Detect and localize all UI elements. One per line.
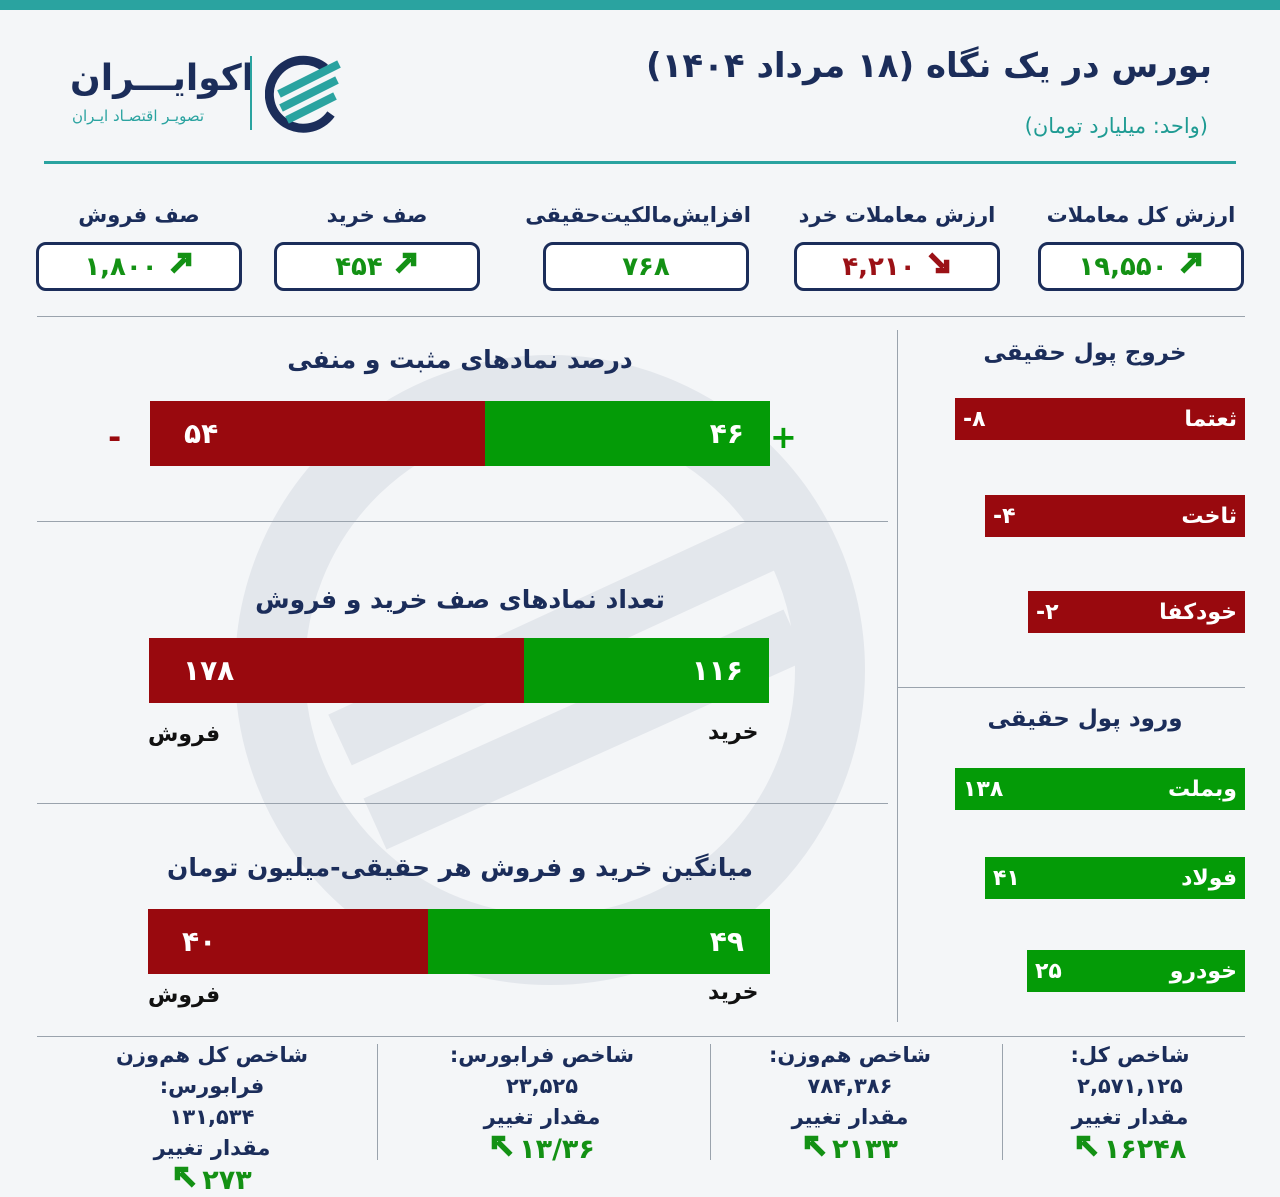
symbol-value: ۴۱ bbox=[993, 865, 1020, 891]
divider bbox=[377, 1044, 378, 1160]
kpi-value: ۷۶۸ bbox=[622, 251, 670, 282]
sell-label: فروش bbox=[148, 722, 221, 747]
positive-segment: ۴۶ bbox=[484, 401, 770, 466]
unit-label: (واحد: میلیارد تومان) bbox=[1024, 114, 1208, 138]
symbol-name: ثعتما bbox=[1184, 406, 1237, 432]
queues-title: تعداد نمادهای صف خرید و فروش bbox=[255, 585, 665, 614]
kpi-label: افزایش‌مالکیت‌حقیقی bbox=[525, 203, 751, 227]
kpi-value: ۴۵۴ bbox=[335, 251, 383, 282]
percent-bar: ۵۴ ۴۶ bbox=[150, 401, 770, 466]
outflow-bar: خودکفا -۲ bbox=[1028, 591, 1245, 633]
inflow-bar: فولاد ۴۱ bbox=[985, 857, 1245, 899]
logo-tagline: تصویـر اقتصـاد ایـران bbox=[72, 107, 205, 125]
kpi-card: ۱۹,۵۵۰ bbox=[1038, 242, 1244, 291]
header-divider bbox=[44, 161, 1236, 164]
symbol-name: فولاد bbox=[1181, 865, 1237, 891]
arrow-up-icon bbox=[172, 1164, 198, 1197]
average-title: میانگین خرید و فروش هر حقیقی-میلیون توما… bbox=[167, 853, 753, 882]
index-change: ۱۶۲۴۸ bbox=[1103, 1134, 1187, 1165]
kpi-card: ۴,۲۱۰ bbox=[794, 242, 1000, 291]
average-bar: ۴۰ ۴۹ bbox=[148, 909, 770, 974]
kpi-label: صف خرید bbox=[326, 203, 428, 227]
divider bbox=[1002, 1044, 1003, 1160]
arrow-up-icon bbox=[1074, 1133, 1100, 1166]
index-name: شاخص هم‌وزن: bbox=[768, 1043, 932, 1067]
kpi-value: ۴,۲۱۰ bbox=[842, 251, 916, 282]
divider bbox=[37, 521, 888, 522]
divider bbox=[897, 330, 898, 1022]
symbol-value: ۲۵ bbox=[1035, 958, 1062, 984]
buy-label: خرید bbox=[708, 980, 759, 1005]
index-name: شاخص کل هم‌وزن فرابورس: bbox=[116, 1043, 308, 1098]
page-title: بورس در یک نگاه (۱۸ مرداد ۱۴۰۴) bbox=[646, 46, 1212, 86]
symbol-name: خودکفا bbox=[1159, 599, 1237, 625]
index-name: شاخص کل: bbox=[1070, 1043, 1190, 1067]
kpi-label: ارزش معاملات خرد bbox=[798, 203, 996, 227]
arrow-up-icon bbox=[1178, 250, 1204, 283]
divider bbox=[898, 687, 1245, 688]
symbol-name: خودرو bbox=[1169, 958, 1237, 984]
sell-average-segment: ۴۰ bbox=[148, 909, 428, 974]
symbol-value: -۸ bbox=[963, 406, 986, 432]
index-value: ۲,۵۷۱,۱۲۵ bbox=[1077, 1074, 1183, 1098]
plus-sign: + bbox=[770, 418, 797, 456]
inflow-title: ورود پول حقیقی bbox=[987, 706, 1183, 732]
symbol-name: وبملت bbox=[1168, 776, 1237, 802]
symbol-value: -۴ bbox=[993, 503, 1016, 529]
change-label: مقدار تغییر bbox=[1071, 1105, 1189, 1129]
symbol-name: ثاخت bbox=[1181, 503, 1237, 529]
outflow-bar: ثعتما -۸ bbox=[955, 398, 1245, 440]
kpi-card: ۴۵۴ bbox=[274, 242, 480, 291]
inflow-bar: وبملت ۱۳۸ bbox=[955, 768, 1245, 810]
index-card: شاخص کل هم‌وزن فرابورس: ۱۳۱,۵۳۴ مقدار تغ… bbox=[62, 1040, 362, 1197]
arrow-down-icon bbox=[926, 250, 952, 283]
logo-divider bbox=[250, 56, 252, 130]
kpi-label: ارزش کل معاملات bbox=[1046, 203, 1236, 227]
change-label: مقدار تغییر bbox=[791, 1105, 909, 1129]
index-value: ۲۳,۵۲۵ bbox=[505, 1074, 579, 1098]
symbol-value: ۱۳۸ bbox=[963, 776, 1004, 802]
ecoiran-logo-icon bbox=[265, 55, 341, 133]
arrow-up-icon bbox=[168, 250, 194, 283]
kpi-card: ۱,۸۰۰ bbox=[36, 242, 242, 291]
index-value: ۱۳۱,۵۳۴ bbox=[169, 1105, 255, 1129]
index-name: شاخص فرابورس: bbox=[449, 1043, 635, 1067]
arrow-up-icon bbox=[802, 1133, 828, 1166]
buy-queue-segment: ۱۱۶ bbox=[524, 638, 769, 703]
outflow-title: خروج پول حقیقی bbox=[983, 340, 1187, 366]
minus-sign: - bbox=[108, 418, 122, 456]
index-card: شاخص کل: ۲,۵۷۱,۱۲۵ مقدار تغییر ۱۶۲۴۸ bbox=[980, 1040, 1280, 1166]
index-change: ۲۷۳ bbox=[202, 1165, 252, 1196]
index-change: ۱۳/۳۶ bbox=[519, 1134, 595, 1165]
top-accent-bar bbox=[0, 0, 1280, 10]
divider bbox=[37, 1036, 1245, 1037]
buy-average-segment: ۴۹ bbox=[427, 909, 770, 974]
arrow-up-icon bbox=[489, 1133, 515, 1166]
symbol-value: -۲ bbox=[1036, 599, 1059, 625]
outflow-bar: ثاخت -۴ bbox=[985, 495, 1245, 537]
kpi-value: ۱,۸۰۰ bbox=[84, 251, 158, 282]
kpi-card: ۷۶۸ bbox=[543, 242, 749, 291]
change-label: مقدار تغییر bbox=[483, 1105, 601, 1129]
kpi-label: صف فروش bbox=[78, 203, 200, 227]
index-value: ۷۸۴,۳۸۶ bbox=[807, 1074, 893, 1098]
sell-label: فروش bbox=[148, 983, 221, 1008]
percent-symbols-title: درصد نمادهای مثبت و منفی bbox=[287, 345, 633, 374]
sell-queue-segment: ۱۷۸ bbox=[149, 638, 525, 703]
queues-bar: ۱۷۸ ۱۱۶ bbox=[149, 638, 769, 703]
arrow-up-icon bbox=[393, 250, 419, 283]
divider bbox=[710, 1044, 711, 1160]
index-change: ۲۱۳۳ bbox=[832, 1134, 898, 1165]
divider bbox=[37, 803, 888, 804]
index-card: شاخص فرابورس: ۲۳,۵۲۵ مقدار تغییر ۱۳/۳۶ bbox=[392, 1040, 692, 1166]
buy-label: خرید bbox=[708, 720, 759, 745]
kpi-value: ۱۹,۵۵۰ bbox=[1078, 251, 1168, 282]
divider bbox=[37, 316, 1245, 317]
change-label: مقدار تغییر bbox=[153, 1136, 271, 1160]
inflow-bar: خودرو ۲۵ bbox=[1027, 950, 1245, 992]
logo-name: اکوایـــران bbox=[70, 58, 255, 99]
index-card: شاخص هم‌وزن: ۷۸۴,۳۸۶ مقدار تغییر ۲۱۳۳ bbox=[700, 1040, 1000, 1166]
negative-segment: ۵۴ bbox=[150, 401, 485, 466]
